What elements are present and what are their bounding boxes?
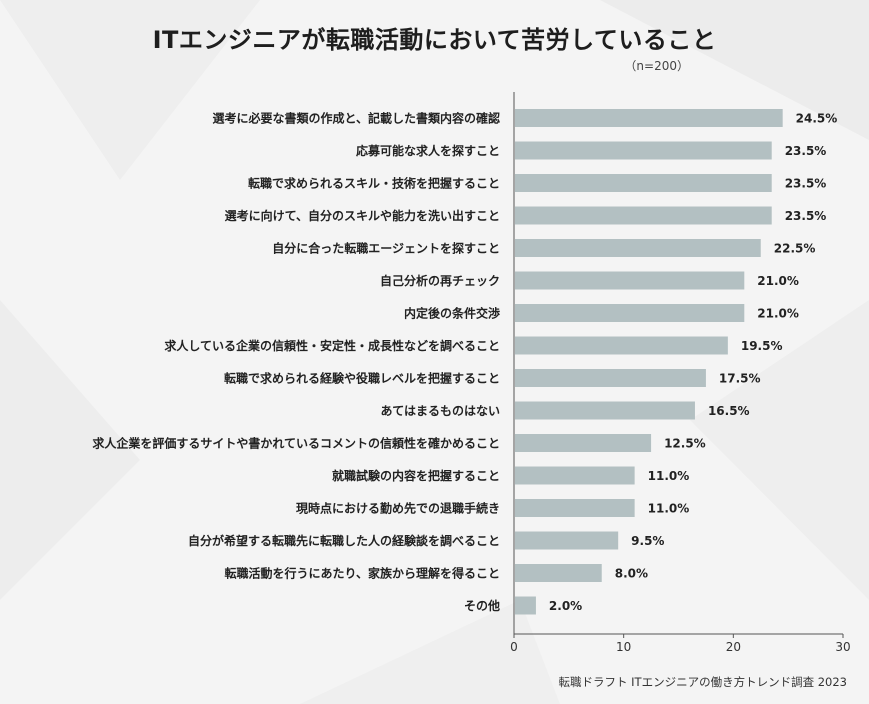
bar <box>515 239 761 257</box>
value-label: 16.5% <box>708 404 750 418</box>
category-label: 転職活動を行うにあたり、家族から理解を得ること <box>224 566 500 581</box>
value-label: 21.0% <box>757 274 799 288</box>
category-label: 自己分析の再チェック <box>380 273 500 288</box>
value-label: 17.5% <box>719 372 761 386</box>
value-label: 24.5% <box>796 112 838 126</box>
category-label: あてはまるものはない <box>380 404 500 418</box>
x-tick-label: 0 <box>510 640 518 654</box>
bar <box>515 271 745 290</box>
category-label: 転職で求められる経験や役職レベルを把握すること <box>224 371 500 386</box>
value-label: 8.0% <box>615 567 648 581</box>
bar <box>515 141 772 160</box>
bar <box>515 466 635 485</box>
bar <box>515 596 536 615</box>
x-tick-label: 30 <box>835 640 850 654</box>
value-label: 11.0% <box>648 469 690 483</box>
category-label: 選考に向けて、自分のスキルや能力を洗い出すこと <box>225 208 500 223</box>
category-label: 求人している企業の信頼性・安定性・成長性などを調べること <box>164 338 500 353</box>
value-label: 23.5% <box>785 209 827 223</box>
sample-size: （n=200） <box>624 59 689 73</box>
x-tick-label: 10 <box>616 640 631 654</box>
value-label: 2.0% <box>549 599 582 613</box>
bar <box>515 109 783 127</box>
x-tick-label: 20 <box>726 640 741 654</box>
chart-title: ITエンジニアが転職活動において苦労していること <box>152 26 717 54</box>
bar <box>515 434 652 452</box>
category-label: 自分に合った転職エージェントを探すこと <box>272 241 500 256</box>
value-label: 11.0% <box>648 502 690 516</box>
bar <box>515 206 772 225</box>
source-credit: 転職ドラフト ITエンジニアの働き方トレンド調査 2023 <box>558 675 848 689</box>
bar <box>515 304 745 322</box>
category-label: その他 <box>464 598 500 613</box>
bar <box>515 336 728 355</box>
category-label: 転職で求められるスキル・技術を把握すること <box>248 176 500 191</box>
category-label: 内定後の条件交渉 <box>404 306 500 321</box>
category-label: 選考に必要な書類の作成と、記載した書類内容の確認 <box>212 111 500 126</box>
value-label: 21.0% <box>757 307 799 321</box>
category-label: 求人企業を評価するサイトや書かれているコメントの信頼性を確かめること <box>92 436 500 451</box>
bar <box>515 369 706 387</box>
category-label: 自分が希望する転職先に転職した人の経験談を調べること <box>188 533 500 548</box>
value-label: 22.5% <box>774 242 816 256</box>
value-label: 12.5% <box>664 437 706 451</box>
value-label: 9.5% <box>631 534 664 548</box>
category-label: 就職試験の内容を把握すること <box>332 468 500 483</box>
bar <box>515 531 619 550</box>
bar <box>515 564 602 582</box>
category-label: 応募可能な求人を探すこと <box>356 143 500 158</box>
bar <box>515 499 635 517</box>
bar <box>515 401 695 420</box>
value-label: 19.5% <box>741 339 783 353</box>
value-label: 23.5% <box>785 177 827 191</box>
value-label: 23.5% <box>785 144 827 158</box>
bar <box>515 174 772 192</box>
category-label: 現時点における勤め先での退職手続き <box>296 501 500 516</box>
